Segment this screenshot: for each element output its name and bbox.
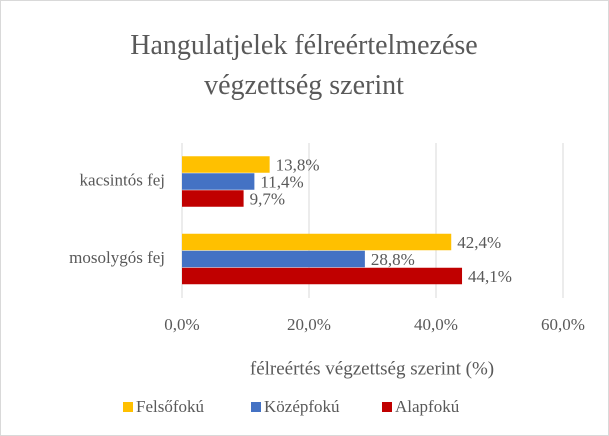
data-label: 11,4% xyxy=(260,173,303,192)
data-label: 28,8% xyxy=(371,250,415,269)
bar xyxy=(182,233,452,251)
bar xyxy=(182,190,244,207)
bar xyxy=(182,173,255,190)
bar xyxy=(182,267,463,285)
data-label: 44,1% xyxy=(468,267,512,286)
legend-swatch xyxy=(251,402,261,412)
bar xyxy=(182,250,365,268)
data-label: 13,8% xyxy=(276,156,320,175)
legend-swatch xyxy=(123,402,133,412)
x-tick-label: 60,0% xyxy=(541,315,585,334)
x-tick-label: 20,0% xyxy=(287,315,331,334)
bar xyxy=(182,156,270,173)
legend-label: Középfokú xyxy=(264,397,340,416)
y-tick-label: mosolygós fej xyxy=(69,248,165,267)
x-axis-title: félreértés végzettség szerint (%) xyxy=(250,358,494,379)
legend-label: Alapfokú xyxy=(395,397,460,416)
data-label: 42,4% xyxy=(457,233,501,252)
data-label: 9,7% xyxy=(250,190,285,209)
y-tick-label: kacsintós fej xyxy=(80,171,165,190)
legend-label: Felsőfokú xyxy=(136,397,205,416)
legend-swatch xyxy=(382,402,392,412)
x-tick-label: 40,0% xyxy=(414,315,458,334)
chart-title: Hangulatjelek félreértelmezése végzettsé… xyxy=(130,30,478,101)
x-tick-label: 0,0% xyxy=(164,315,199,334)
